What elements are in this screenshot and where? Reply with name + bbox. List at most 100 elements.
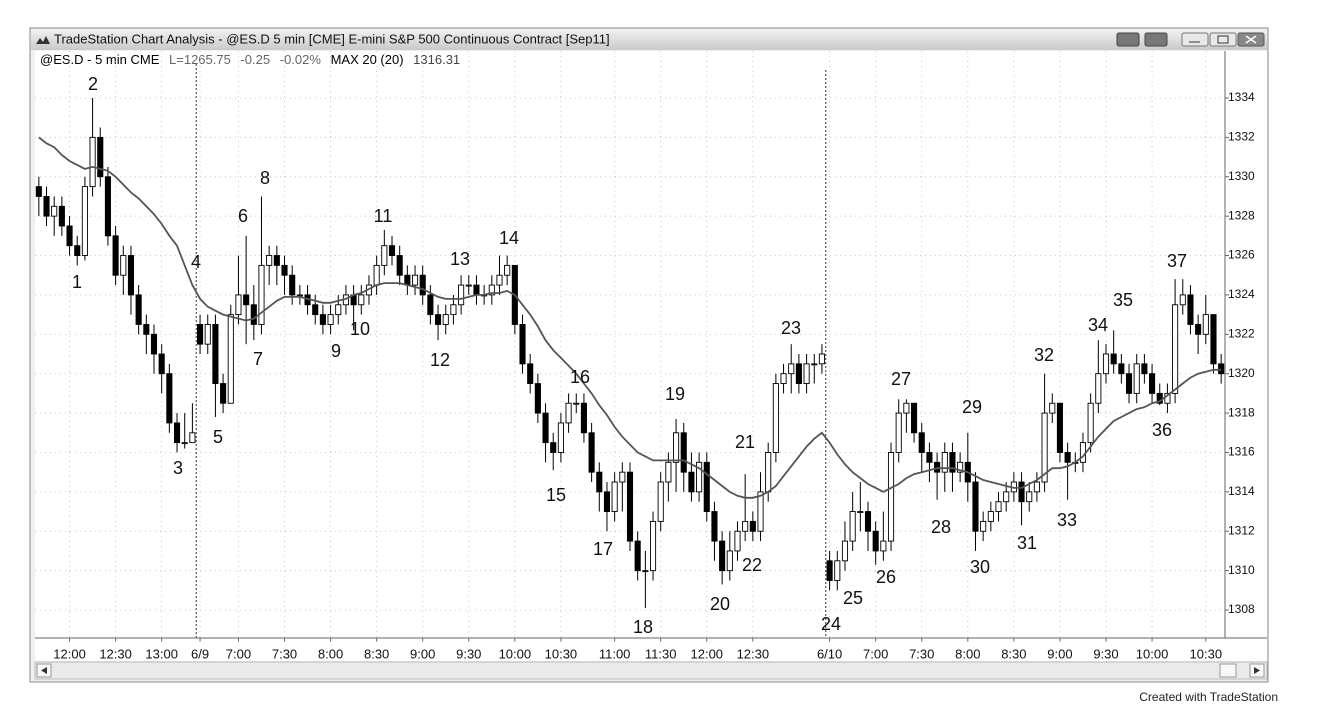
candle-body [120, 255, 127, 276]
candle-body [719, 540, 726, 572]
swing-label: 15 [546, 485, 566, 505]
candle-body [381, 245, 388, 266]
x-tick-label: 10:30 [1190, 646, 1223, 661]
candle-body [358, 294, 365, 306]
candle-body [1095, 373, 1102, 404]
maximize-button[interactable] [1209, 32, 1237, 47]
candle-body [250, 304, 257, 325]
x-tick-label: 13:00 [145, 646, 178, 661]
candle-body [1018, 481, 1025, 503]
candle-body [972, 481, 979, 532]
x-tick-label: 6/10 [817, 646, 842, 661]
swing-label: 20 [710, 594, 730, 614]
candle-body [143, 324, 150, 335]
legend-line: @ES.D - 5 min CME L=1265.75 -0.25 -0.02%… [40, 52, 460, 67]
swing-label: 26 [876, 567, 896, 587]
candle-body [1141, 363, 1148, 375]
swing-label: 17 [593, 539, 613, 559]
swing-label: 25 [843, 588, 863, 608]
candle-body [588, 432, 595, 473]
candle-body [173, 422, 181, 444]
swing-label: 19 [665, 384, 685, 404]
candle-body [1033, 481, 1040, 493]
candle-body [949, 452, 956, 473]
swing-label: 6 [238, 206, 248, 226]
candle-body [795, 363, 802, 384]
candle-body [35, 186, 42, 197]
x-tick-label: 8:30 [1001, 646, 1026, 661]
candle-body [841, 540, 849, 562]
x-tick-label: 6/9 [191, 646, 209, 661]
candle-body [542, 412, 549, 444]
candle-body [1218, 363, 1225, 375]
candle-body [834, 560, 841, 581]
candle-body [657, 481, 664, 522]
x-tick-label: 12:00 [691, 646, 724, 661]
candle-body [634, 540, 641, 572]
candle-body [1210, 314, 1217, 365]
candle-body [903, 402, 910, 414]
scroll-thumb[interactable] [1219, 663, 1237, 678]
candle-body [918, 432, 925, 453]
moving-average [38, 136, 1222, 499]
candle-body [649, 520, 657, 572]
candle-body [749, 520, 756, 532]
x-tick-label: 9:30 [456, 646, 481, 661]
arrow-glyph [1254, 667, 1260, 674]
candle-body [266, 255, 273, 266]
candle-body [227, 314, 234, 404]
window-title: TradeStation Chart Analysis - @ES.D 5 mi… [54, 31, 610, 46]
candle-body [995, 501, 1002, 513]
toolbar-button[interactable] [1144, 32, 1168, 47]
candle-body [565, 402, 572, 424]
candle-body [872, 530, 879, 552]
symbol: @ES.D - 5 min CME [40, 52, 160, 67]
scrollbar[interactable] [34, 661, 1268, 680]
candle-body [626, 471, 634, 542]
swing-label: 35 [1113, 290, 1133, 310]
candle-body [166, 373, 173, 424]
candle-body [765, 452, 772, 493]
candle-body [473, 284, 480, 296]
candle-body [312, 304, 319, 316]
candle-body [703, 461, 710, 513]
candle-body [296, 294, 303, 297]
candle-body [81, 186, 88, 256]
pct-change: -0.02% [280, 52, 322, 67]
candle-body [150, 333, 158, 355]
x-tick-label: 7:30 [909, 646, 934, 661]
candle-body [189, 432, 196, 444]
candle-body [726, 550, 733, 572]
swing-label: 4 [191, 252, 201, 272]
x-tick-label: 8:00 [955, 646, 980, 661]
candle-body [158, 353, 165, 375]
candle-body [911, 402, 918, 434]
candle-body [504, 264, 511, 276]
y-tick-label: 1328 [1228, 208, 1255, 222]
x-tick-label: 11:00 [599, 646, 631, 661]
candle-body [957, 461, 964, 473]
app-icon [36, 36, 50, 44]
x-tick-label: 10:00 [1136, 646, 1169, 661]
x-tick-label: 12:30 [737, 646, 770, 661]
candle-body [673, 432, 680, 463]
swing-label: 1 [72, 272, 82, 292]
x-tick-label: 9:00 [1047, 646, 1072, 661]
study-name: MAX 20 (20) [331, 52, 404, 67]
candle-body [519, 324, 526, 365]
candle-body [780, 373, 787, 384]
swing-label: 33 [1057, 510, 1077, 530]
candle-body [895, 412, 902, 453]
minimize-button[interactable] [1181, 32, 1209, 47]
candle-body [1049, 402, 1056, 414]
candle-body [135, 294, 142, 325]
swing-label: 34 [1088, 315, 1108, 335]
x-tick-label: 12:30 [99, 646, 132, 661]
candle-body [887, 452, 895, 542]
candle-body [642, 570, 649, 573]
toolbar-button[interactable] [1116, 32, 1140, 47]
swing-label: 24 [821, 614, 841, 634]
candle-body [1079, 442, 1087, 463]
swing-label: 21 [735, 432, 755, 452]
candle-body [534, 383, 541, 414]
